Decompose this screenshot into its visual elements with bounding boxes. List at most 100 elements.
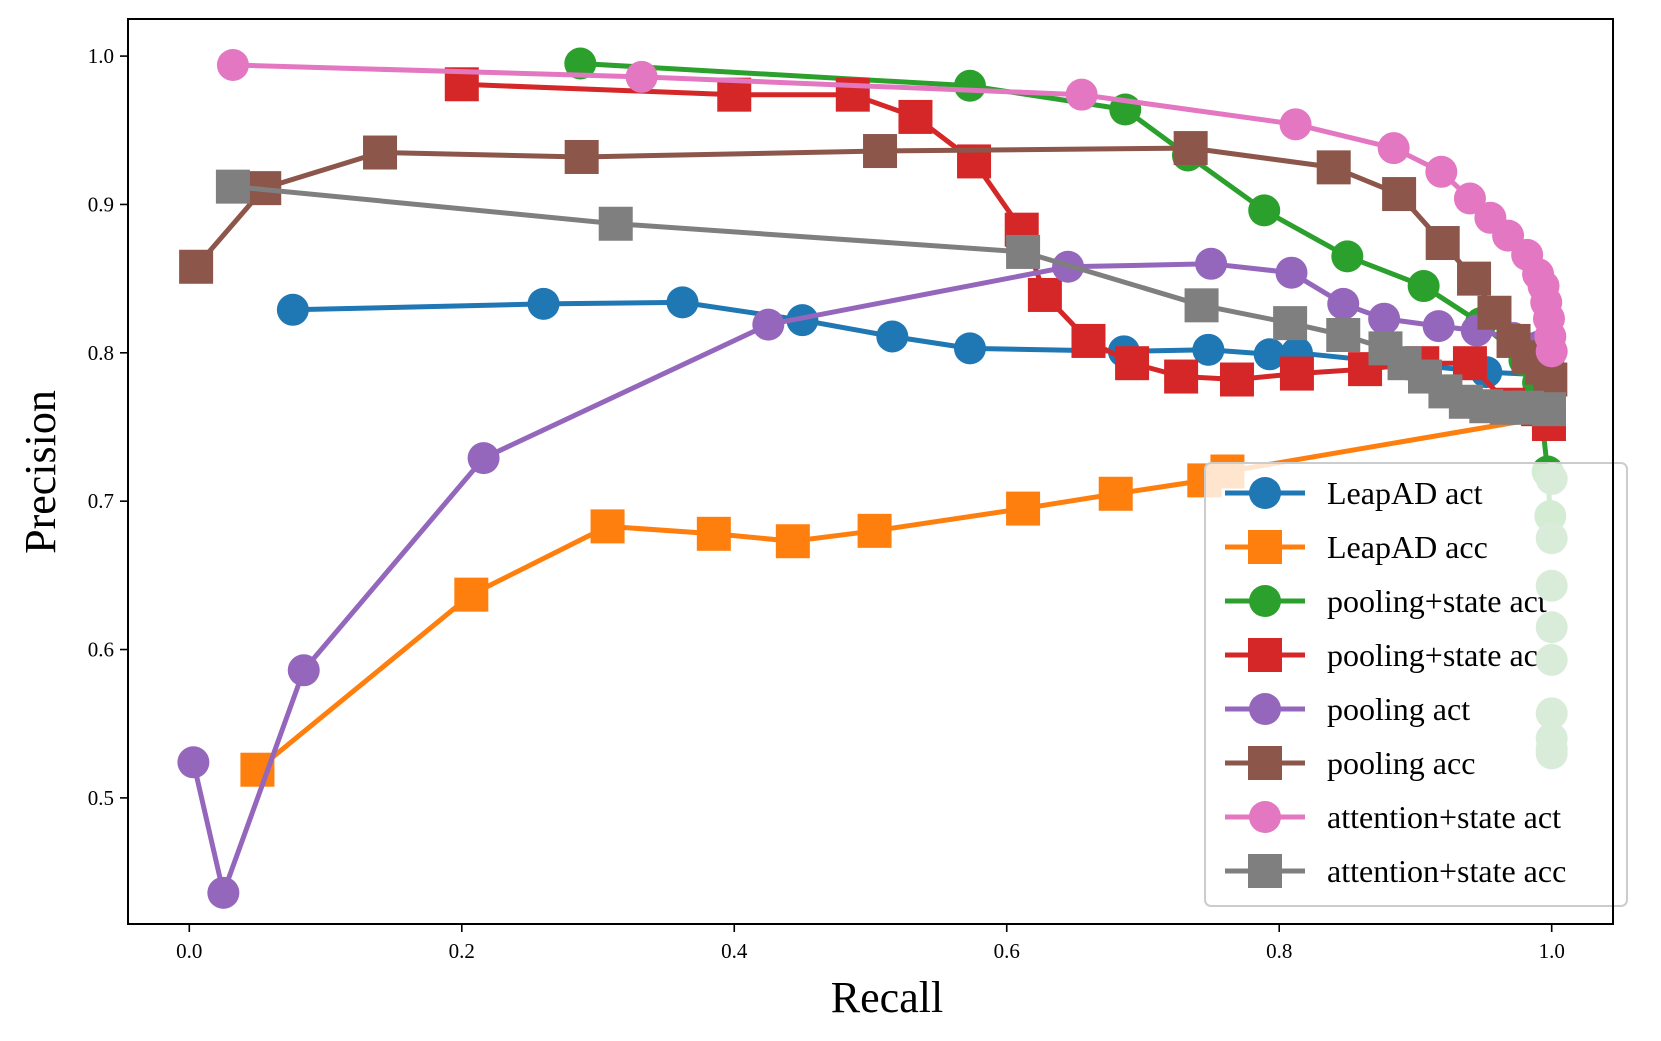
data-point-pooling-acc bbox=[179, 249, 214, 284]
data-point-pooling-state-acc bbox=[1219, 362, 1254, 397]
data-point-attention-state-acc bbox=[1273, 306, 1308, 341]
data-point-pooling-state-acc bbox=[1164, 359, 1199, 394]
data-point-attention-state-acc bbox=[1531, 392, 1566, 427]
data-point-attention-state-acc bbox=[1006, 234, 1041, 269]
legend-label: pooling act bbox=[1327, 691, 1470, 727]
data-point-pooling-act bbox=[287, 654, 320, 687]
data-point-pooling-act bbox=[207, 876, 240, 909]
data-point-leapad-act bbox=[527, 287, 560, 320]
data-point-pooling-act bbox=[177, 746, 210, 779]
data-point-pooling-acc bbox=[1425, 226, 1460, 261]
x-tick-label: 0.6 bbox=[994, 939, 1020, 963]
x-tick-label: 1.0 bbox=[1539, 939, 1565, 963]
y-tick-label: 1.0 bbox=[88, 44, 114, 68]
series-pooling-state-acc bbox=[444, 67, 1566, 442]
data-point-attention-state-acc bbox=[598, 206, 633, 241]
legend-label: LeapAD acc bbox=[1327, 529, 1488, 565]
data-point-pooling-state-act bbox=[1407, 270, 1440, 303]
x-tick-label: 0.2 bbox=[449, 939, 475, 963]
faded-data-point bbox=[1535, 522, 1568, 555]
data-point-pooling-acc bbox=[1173, 131, 1208, 166]
legend-marker bbox=[1249, 477, 1281, 509]
data-point-pooling-act bbox=[1327, 287, 1360, 320]
legend-marker bbox=[1249, 693, 1281, 725]
data-point-pooling-state-acc bbox=[1115, 346, 1150, 381]
data-point-pooling-act bbox=[467, 442, 500, 475]
legend-item-leapad-act: LeapAD act bbox=[1225, 475, 1483, 511]
data-point-attention-state-act bbox=[1279, 108, 1312, 141]
data-point-pooling-acc bbox=[363, 135, 398, 170]
data-point-attention-state-act bbox=[216, 48, 249, 81]
data-point-pooling-act bbox=[1422, 310, 1455, 343]
series-pooling-state-act bbox=[564, 47, 1567, 533]
series-line-pooling-state-act bbox=[577, 61, 1553, 519]
data-point-pooling-act bbox=[1275, 256, 1308, 289]
y-axis-title: Precision bbox=[16, 390, 65, 554]
data-point-pooling-state-acc bbox=[1071, 323, 1106, 358]
data-point-attention-state-act bbox=[1453, 182, 1486, 215]
data-point-pooling-act bbox=[752, 308, 785, 341]
series-line-leapad-act bbox=[290, 299, 1552, 378]
data-point-leapad-act bbox=[666, 286, 699, 319]
data-point-leapad-act bbox=[876, 320, 909, 353]
data-point-leapad-acc bbox=[696, 516, 731, 551]
legend-item-attention-state-act: attention+state act bbox=[1225, 799, 1561, 835]
legend-marker bbox=[1248, 854, 1282, 888]
legend-marker bbox=[1248, 746, 1282, 780]
y-tick-label: 0.7 bbox=[88, 489, 114, 513]
data-point-pooling-act bbox=[1195, 247, 1228, 280]
data-point-attention-state-act bbox=[1535, 335, 1568, 368]
legend-label: attention+state acc bbox=[1327, 853, 1566, 889]
legend-item-pooling-state-act: pooling+state act bbox=[1225, 583, 1547, 619]
data-point-leapad-act bbox=[1192, 333, 1225, 366]
data-point-leapad-act bbox=[276, 293, 309, 326]
data-point-attention-state-acc bbox=[1184, 288, 1219, 323]
data-point-leapad-acc bbox=[1006, 491, 1041, 526]
data-point-leapad-acc bbox=[775, 524, 810, 559]
data-point-pooling-acc bbox=[1382, 177, 1417, 212]
legend-marker bbox=[1249, 585, 1281, 617]
faded-data-point bbox=[1535, 462, 1568, 495]
data-point-pooling-state-acc bbox=[898, 99, 933, 134]
data-point-attention-state-act bbox=[1425, 155, 1458, 188]
legend-label: LeapAD act bbox=[1327, 475, 1483, 511]
y-tick-label: 0.6 bbox=[88, 638, 114, 662]
data-point-pooling-state-act bbox=[564, 47, 597, 80]
series-attention-state-act bbox=[216, 48, 1568, 368]
legend-item-pooling-acc: pooling acc bbox=[1225, 745, 1475, 781]
data-point-attention-state-act bbox=[1065, 78, 1098, 111]
data-point-leapad-act bbox=[1253, 338, 1286, 371]
data-point-leapad-acc bbox=[1098, 476, 1133, 511]
legend-marker bbox=[1248, 530, 1282, 564]
legend-marker bbox=[1249, 801, 1281, 833]
data-point-pooling-acc bbox=[1316, 150, 1351, 185]
data-point-pooling-state-act bbox=[953, 69, 986, 102]
legend-frame bbox=[1204, 462, 1628, 907]
data-point-pooling-state-acc bbox=[1027, 277, 1062, 312]
data-point-leapad-acc bbox=[454, 577, 489, 612]
x-tick-label: 0.4 bbox=[721, 939, 748, 963]
faded-data-point bbox=[1535, 697, 1568, 730]
legend-entries: LeapAD act LeapAD acc pooling+state act poo… bbox=[1225, 475, 1566, 889]
data-point-leapad-acc bbox=[857, 513, 892, 548]
faded-data-point bbox=[1535, 611, 1568, 644]
legend-label: attention+state act bbox=[1327, 799, 1561, 835]
legend-item-leapad-acc: LeapAD acc bbox=[1225, 529, 1488, 565]
data-point-attention-state-acc bbox=[215, 169, 250, 204]
legend-label: pooling+state act bbox=[1327, 583, 1547, 619]
legend: LeapAD act LeapAD acc pooling+state act poo… bbox=[1204, 462, 1628, 907]
data-point-leapad-acc bbox=[590, 509, 625, 544]
data-point-pooling-acc bbox=[863, 134, 898, 169]
faded-points-layer bbox=[1535, 462, 1568, 770]
data-point-pooling-state-act bbox=[1248, 194, 1281, 227]
data-point-attention-state-act bbox=[625, 60, 658, 93]
legend-label: pooling acc bbox=[1327, 745, 1475, 781]
legend-item-pooling-act: pooling act bbox=[1225, 691, 1470, 727]
y-tick-label: 0.5 bbox=[88, 786, 114, 810]
y-tick-label: 0.9 bbox=[88, 192, 114, 216]
data-point-pooling-act bbox=[1368, 302, 1401, 335]
data-point-attention-state-acc bbox=[1326, 318, 1361, 353]
x-axis-title: Recall bbox=[831, 973, 943, 1022]
faded-data-point bbox=[1535, 569, 1568, 602]
